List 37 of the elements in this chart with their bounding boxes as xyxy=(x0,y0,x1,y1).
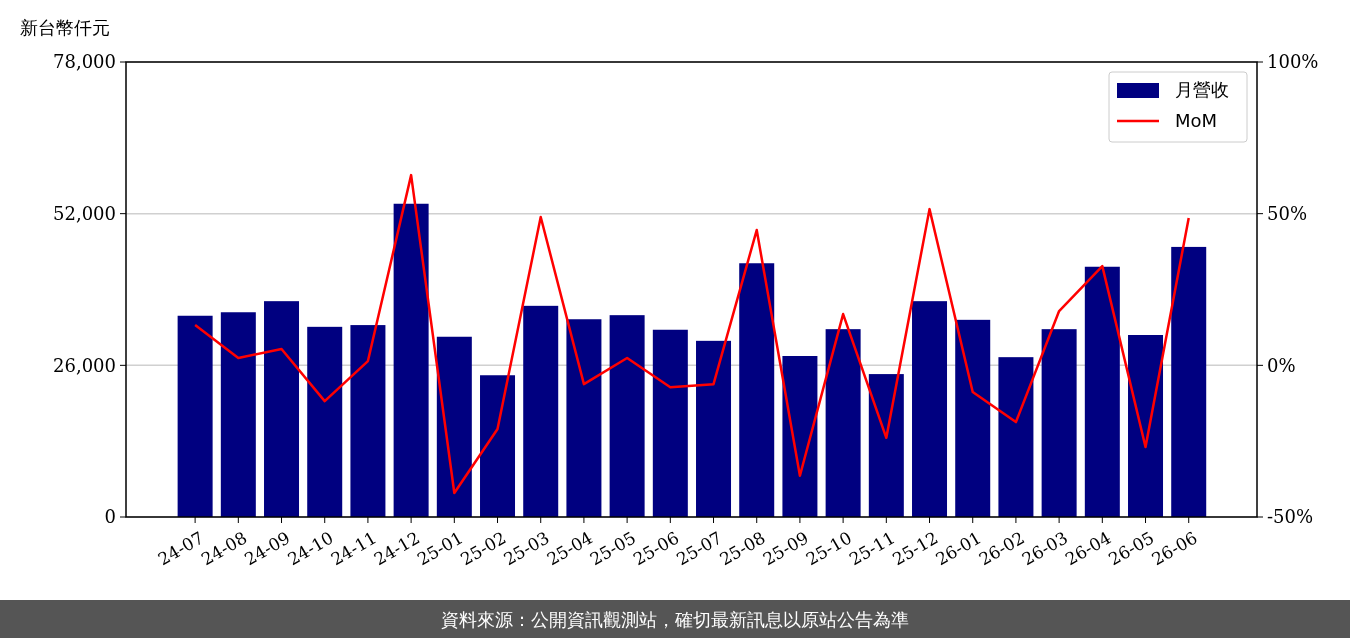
y2-tick-label: 50% xyxy=(1267,202,1308,224)
bar xyxy=(1128,335,1164,517)
bar xyxy=(955,319,991,517)
bar xyxy=(220,312,256,517)
bar xyxy=(566,319,602,517)
y-tick-label: 52,000 xyxy=(53,202,116,224)
bar xyxy=(825,329,861,517)
legend-label: 月營收 xyxy=(1175,79,1229,101)
bar xyxy=(609,315,645,517)
bar xyxy=(868,374,904,517)
bar xyxy=(1041,329,1077,517)
y-axis-title: 新台幣仟元 xyxy=(20,17,110,38)
bar xyxy=(739,263,775,517)
y2-tick-label: 100% xyxy=(1267,51,1319,73)
bar xyxy=(523,305,559,517)
bar xyxy=(480,375,516,517)
bar xyxy=(696,340,732,517)
bar xyxy=(393,203,429,517)
bar xyxy=(1171,246,1207,517)
bar xyxy=(912,301,948,517)
bar xyxy=(782,356,818,517)
bar xyxy=(307,326,343,517)
bar xyxy=(1084,266,1120,517)
bar xyxy=(998,357,1034,517)
y-tick-label: 0 xyxy=(104,506,116,528)
bar xyxy=(350,325,386,517)
bar xyxy=(264,301,300,517)
bar xyxy=(436,336,472,517)
y-tick-label: 78,000 xyxy=(53,51,116,73)
y2-tick-label: -50% xyxy=(1267,506,1314,528)
bar xyxy=(652,329,688,517)
bar xyxy=(177,315,213,517)
source-note: 資料來源：公開資訊觀測站，確切最新訊息以原站公告為準 xyxy=(441,609,909,631)
y-tick-label: 26,000 xyxy=(53,354,116,376)
y2-tick-label: 0% xyxy=(1267,354,1296,376)
legend-label: MoM xyxy=(1175,110,1218,132)
line-series xyxy=(193,173,1190,495)
